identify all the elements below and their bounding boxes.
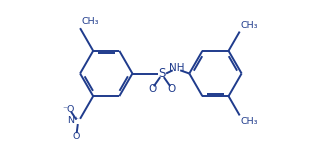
- Text: CH₃: CH₃: [81, 17, 99, 26]
- Text: O: O: [73, 132, 80, 141]
- Text: O: O: [168, 84, 176, 94]
- Text: CH₃: CH₃: [241, 117, 258, 126]
- Text: NH: NH: [169, 64, 185, 74]
- Text: CH₃: CH₃: [241, 21, 258, 30]
- Text: O: O: [148, 84, 156, 94]
- Text: S: S: [158, 67, 166, 80]
- Text: ⁻O: ⁻O: [63, 105, 75, 114]
- Text: N⁺: N⁺: [67, 116, 79, 125]
